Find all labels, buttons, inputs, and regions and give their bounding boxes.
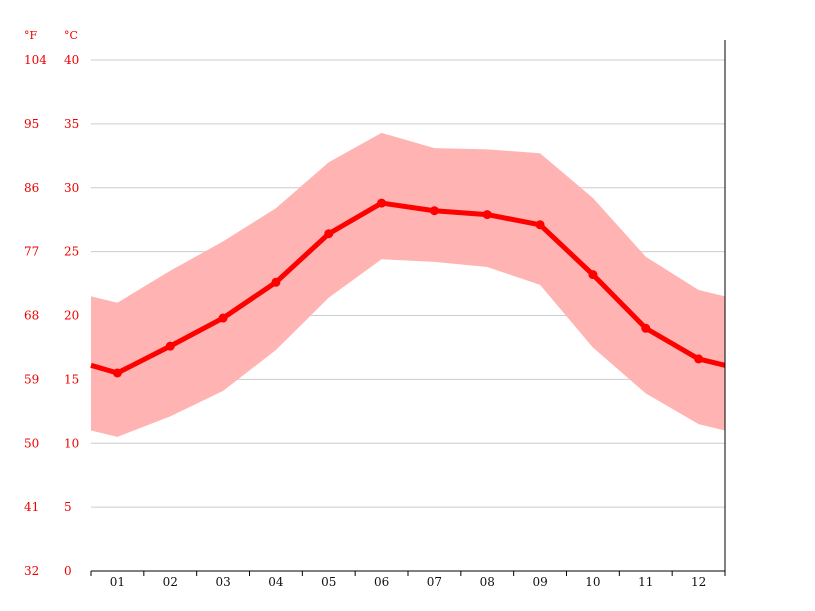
y-tick-label-fahrenheit: 104 bbox=[24, 53, 47, 67]
unit-label-fahrenheit: °F bbox=[24, 29, 38, 42]
data-point bbox=[112, 368, 122, 378]
data-point bbox=[588, 270, 598, 280]
y-tick-label-celsius: 25 bbox=[64, 245, 79, 259]
x-tick-label: 02 bbox=[163, 575, 178, 589]
x-tick-label: 07 bbox=[427, 575, 442, 589]
x-tick-label: 09 bbox=[532, 575, 547, 589]
y-tick-label-fahrenheit: 86 bbox=[24, 181, 39, 195]
y-tick-label-fahrenheit: 68 bbox=[24, 309, 39, 323]
x-tick-label: 05 bbox=[321, 575, 336, 589]
data-point bbox=[429, 206, 439, 216]
y-tick-label-fahrenheit: 41 bbox=[24, 500, 39, 514]
y-tick-label-fahrenheit: 50 bbox=[24, 436, 39, 450]
x-tick-label: 10 bbox=[585, 575, 600, 589]
y-tick-label-fahrenheit: 95 bbox=[24, 117, 39, 131]
data-point bbox=[482, 210, 492, 220]
data-point bbox=[641, 323, 651, 333]
x-tick-label: 04 bbox=[268, 575, 284, 589]
data-point bbox=[694, 354, 704, 364]
y-tick-label-celsius: 5 bbox=[64, 500, 72, 514]
data-point bbox=[535, 220, 545, 230]
y-tick-label-celsius: 35 bbox=[64, 117, 79, 131]
y-tick-label-fahrenheit: 59 bbox=[24, 372, 39, 386]
axes: 0 32 5 41 10 50 15 59 20 68 25 77 30 86 35 95 40 104 01 02 0… bbox=[24, 40, 726, 589]
data-point bbox=[271, 277, 281, 287]
x-tick-label: 08 bbox=[480, 575, 495, 589]
data-point bbox=[218, 313, 228, 323]
data-point bbox=[377, 198, 387, 208]
x-tick-label: 03 bbox=[215, 575, 230, 589]
x-tick-label: 01 bbox=[110, 575, 125, 589]
y-tick-label-celsius: 40 bbox=[64, 53, 79, 67]
temperature-line bbox=[90, 198, 726, 378]
y-tick-label-celsius: 10 bbox=[64, 436, 79, 450]
y-tick-label-celsius: 15 bbox=[64, 372, 79, 386]
x-tick-label: 06 bbox=[374, 575, 389, 589]
data-point bbox=[324, 229, 334, 239]
data-point bbox=[165, 341, 175, 351]
average-temperature-line bbox=[90, 200, 726, 376]
y-tick-label-celsius: 0 bbox=[64, 564, 72, 578]
temperature-range-band bbox=[91, 132, 725, 437]
y-tick-label-celsius: 20 bbox=[64, 309, 79, 323]
y-tick-label-fahrenheit: 77 bbox=[24, 245, 39, 259]
y-tick-label-celsius: 30 bbox=[64, 181, 79, 195]
x-tick-label: 11 bbox=[638, 575, 653, 589]
x-tick-label: 12 bbox=[691, 575, 706, 589]
range-band-area bbox=[91, 132, 725, 437]
unit-label-celsius: °C bbox=[64, 29, 78, 42]
y-tick-label-fahrenheit: 32 bbox=[24, 564, 39, 578]
